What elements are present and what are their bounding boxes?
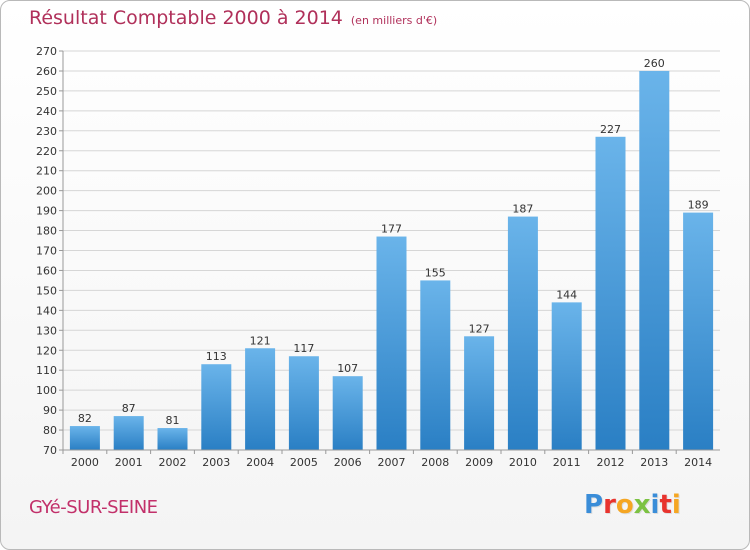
- y-tick-label: 270: [36, 45, 57, 58]
- bar-layer: [69, 70, 714, 450]
- x-tick-label-2002: 2002: [159, 456, 187, 469]
- bar-2001: [113, 416, 144, 450]
- axis-layer: 7080901001101201301401501601701801902002…: [36, 45, 720, 469]
- x-tick-label-2001: 2001: [115, 456, 143, 469]
- y-tick-label: 160: [36, 264, 57, 277]
- value-label-2007: 177: [381, 223, 402, 236]
- value-label-2010: 187: [512, 203, 533, 216]
- logo-letter: r: [603, 490, 616, 520]
- bar-2013: [639, 70, 670, 450]
- y-tick-label: 90: [43, 404, 57, 417]
- y-tick-label: 240: [36, 105, 57, 118]
- logo-letter: i: [671, 490, 681, 520]
- logo-letter: x: [633, 490, 651, 520]
- logo-letter: o: [615, 490, 634, 520]
- value-label-2009: 127: [469, 322, 490, 335]
- proxiti-logo: Proxiti: [584, 490, 681, 520]
- title-text: Résultat Comptable 2000 à 2014: [29, 7, 343, 29]
- y-tick-label: 140: [36, 304, 57, 317]
- x-tick-label-2003: 2003: [202, 456, 230, 469]
- value-label-2008: 155: [425, 266, 446, 279]
- label-layer: 82 87 81 113 121 117 107 177 155 127 187 144 227 260 1…: [78, 57, 709, 427]
- bar-2008: [420, 280, 451, 450]
- value-label-2013: 260: [644, 57, 665, 70]
- value-label-2001: 87: [122, 402, 136, 415]
- value-label-2012: 227: [600, 123, 621, 136]
- chart-title: Résultat Comptable 2000 à 2014 (en millie…: [29, 7, 437, 29]
- value-label-2002: 81: [166, 414, 180, 427]
- y-tick-label: 170: [36, 245, 57, 258]
- value-label-2014: 189: [688, 199, 709, 212]
- value-label-2006: 107: [337, 362, 358, 375]
- y-tick-label: 110: [36, 364, 57, 377]
- x-tick-label-2012: 2012: [597, 456, 625, 469]
- title-unit: (en milliers d'€): [350, 14, 438, 27]
- bar-2003: [201, 364, 232, 450]
- x-tick-label-2010: 2010: [509, 456, 537, 469]
- x-tick-label-2009: 2009: [465, 456, 493, 469]
- y-tick-label: 260: [36, 65, 57, 78]
- y-tick-label: 200: [36, 185, 57, 198]
- bar-2007: [376, 236, 407, 450]
- bar-2012: [595, 136, 626, 450]
- y-tick-label: 210: [36, 165, 57, 178]
- y-tick-label: 70: [43, 444, 57, 457]
- bar-2006: [332, 376, 363, 450]
- logo-letter: i: [650, 490, 660, 520]
- y-tick-label: 190: [36, 205, 57, 218]
- bar-2011: [551, 302, 582, 450]
- x-tick-label-2013: 2013: [640, 456, 668, 469]
- bar-2014: [683, 212, 714, 450]
- commune-name: GYé-SUR-SEINE: [29, 497, 158, 518]
- value-label-2003: 113: [206, 350, 227, 363]
- x-tick-label-2005: 2005: [290, 456, 318, 469]
- x-tick-label-2004: 2004: [246, 456, 274, 469]
- value-label-2000: 82: [78, 412, 92, 425]
- bar-2005: [288, 356, 319, 450]
- x-tick-label-2014: 2014: [684, 456, 712, 469]
- x-tick-label-2011: 2011: [553, 456, 581, 469]
- x-tick-label-2008: 2008: [421, 456, 449, 469]
- y-tick-label: 180: [36, 225, 57, 238]
- value-label-2004: 121: [250, 334, 271, 347]
- bar-2009: [464, 336, 495, 450]
- y-tick-label: 150: [36, 284, 57, 297]
- x-tick-label-2007: 2007: [378, 456, 406, 469]
- y-tick-label: 220: [36, 145, 57, 158]
- bar-2000: [69, 426, 100, 450]
- value-label-2005: 117: [293, 342, 314, 355]
- y-tick-label: 80: [43, 424, 57, 437]
- logo-letter: P: [584, 490, 604, 520]
- bar-2002: [157, 428, 188, 450]
- bar-2004: [245, 348, 276, 450]
- y-tick-label: 250: [36, 85, 57, 98]
- value-label-2011: 144: [556, 288, 577, 301]
- y-tick-label: 120: [36, 344, 57, 357]
- y-tick-label: 100: [36, 384, 57, 397]
- y-tick-label: 230: [36, 125, 57, 138]
- logo-letter: t: [659, 490, 672, 520]
- bar-2010: [507, 216, 538, 450]
- y-tick-label: 130: [36, 324, 57, 337]
- x-tick-label-2006: 2006: [334, 456, 362, 469]
- x-tick-label-2000: 2000: [71, 456, 99, 469]
